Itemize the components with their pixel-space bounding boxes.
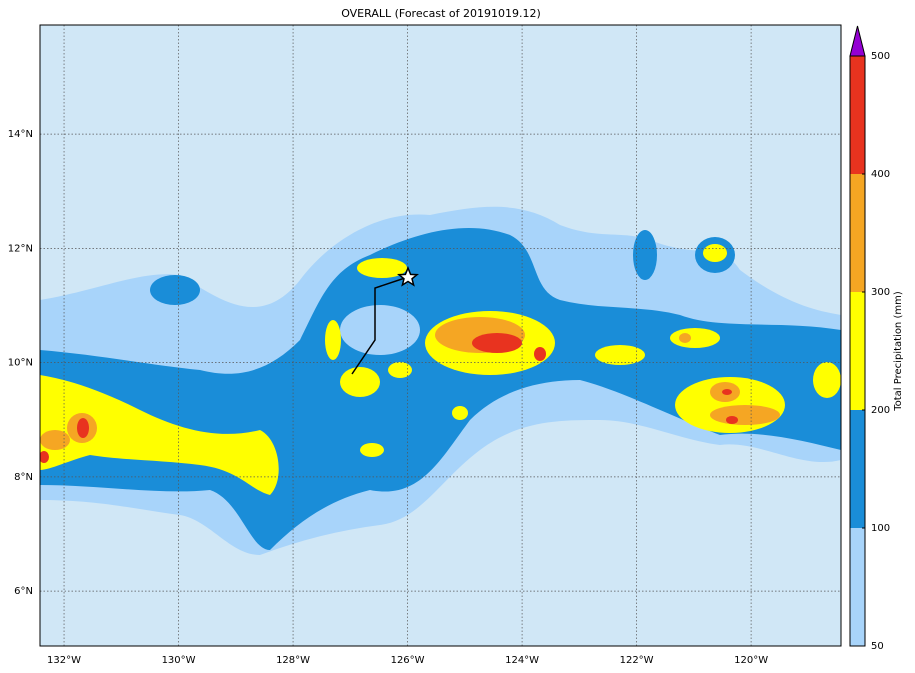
precip-contour xyxy=(40,430,70,450)
precip-contour xyxy=(325,320,341,360)
precip-contour xyxy=(357,258,407,278)
precip-contour xyxy=(679,333,691,343)
colorbar-tick-label: 50 xyxy=(871,641,884,652)
colorbar-segment xyxy=(850,410,865,528)
storm-track xyxy=(351,276,409,375)
y-tick-label: 12°N xyxy=(8,243,33,254)
y-tick-label: 6°N xyxy=(14,586,33,597)
colorbar-segment xyxy=(850,56,865,174)
precip-contour xyxy=(595,345,645,365)
map-title: OVERALL (Forecast of 20191019.12) xyxy=(341,7,541,20)
precip-contour xyxy=(340,305,420,355)
precip-contour xyxy=(388,362,412,378)
precip-contour xyxy=(452,406,468,420)
x-tick-label: 122°W xyxy=(620,655,654,666)
precip-contour xyxy=(40,375,279,495)
colorbar-extend xyxy=(849,25,866,57)
map-frame xyxy=(39,24,842,647)
x-tick-label: 130°W xyxy=(162,655,196,666)
colorbar-tick-label: 200 xyxy=(871,405,890,416)
precip-contour xyxy=(726,416,738,424)
x-tick-label: 120°W xyxy=(734,655,768,666)
storm-position xyxy=(397,266,419,287)
colorbar-frame xyxy=(849,55,866,647)
precip-contour xyxy=(703,244,727,262)
colorbar-label: Total Precipitation (mm) xyxy=(893,291,904,412)
precip-contour xyxy=(633,230,657,280)
colorbar-segment xyxy=(850,174,865,292)
precip-contour xyxy=(77,418,89,438)
colorbar-tick-label: 300 xyxy=(871,287,890,298)
precip-contour xyxy=(472,333,522,353)
colorbar-segment xyxy=(850,528,865,646)
x-tick-label: 124°W xyxy=(505,655,539,666)
colorbar: 50 100 200 300 400 500 xyxy=(849,25,890,652)
x-tick-label: 126°W xyxy=(391,655,425,666)
precip-contour xyxy=(150,275,200,305)
colorbar-tick-label: 400 xyxy=(871,169,890,180)
colorbar-tick-label: 500 xyxy=(871,51,890,62)
precip-contour xyxy=(360,443,384,457)
y-tick-label: 10°N xyxy=(8,358,33,369)
precip-contour xyxy=(710,405,780,425)
precip-contour xyxy=(670,328,720,348)
precip-contour xyxy=(813,362,841,398)
precip-contour xyxy=(340,367,380,397)
precipitation-field xyxy=(40,206,841,555)
precip-contour xyxy=(534,347,546,361)
y-tick-label: 14°N xyxy=(8,129,33,140)
y-tick-label: 8°N xyxy=(14,472,33,483)
x-tick-label: 132°W xyxy=(47,655,81,666)
precip-contour xyxy=(722,389,732,395)
graticule xyxy=(40,25,841,646)
x-tick-label: 128°W xyxy=(276,655,310,666)
colorbar-segment xyxy=(850,292,865,410)
precip-contour xyxy=(40,451,49,463)
colorbar-tick-label: 100 xyxy=(871,523,890,534)
